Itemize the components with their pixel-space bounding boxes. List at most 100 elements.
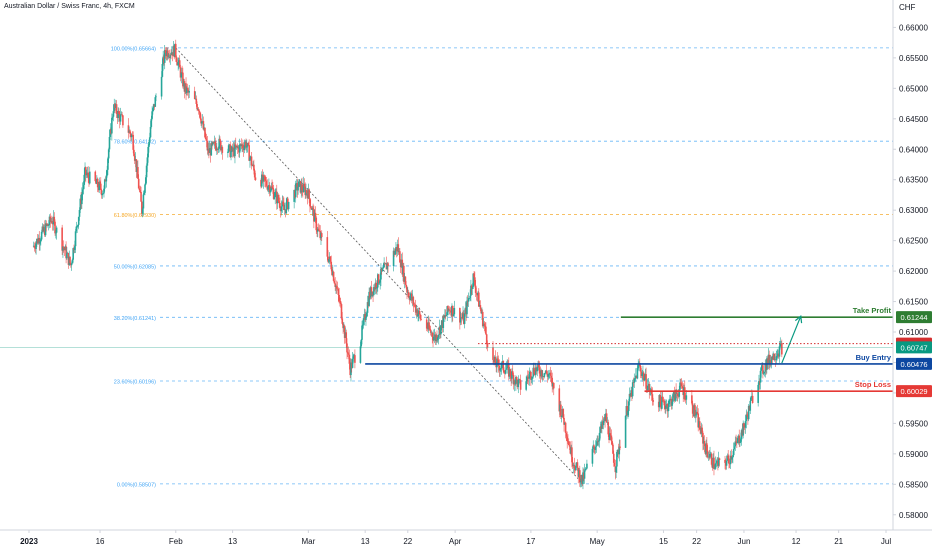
candle-body: [359, 346, 362, 363]
candle-body: [502, 360, 505, 371]
candle-body: [144, 177, 147, 185]
candle-body: [571, 462, 574, 467]
candle-body: [399, 251, 401, 263]
candle-body: [274, 192, 277, 198]
candle-body: [61, 227, 63, 251]
candle-body: [147, 146, 149, 158]
candle-body: [62, 246, 65, 249]
time-tick-label: 12: [792, 537, 801, 546]
candle-body: [533, 367, 535, 374]
candle-body: [309, 198, 311, 207]
candle-body: [167, 50, 169, 57]
candle-body: [335, 286, 338, 289]
candle-body: [671, 401, 673, 406]
candle-body: [53, 216, 56, 222]
candle-body: [645, 374, 647, 389]
candle-body: [139, 190, 142, 192]
candle-body: [459, 317, 462, 323]
candle-body: [431, 332, 434, 337]
candle-body: [70, 263, 73, 266]
candle-body: [51, 221, 53, 223]
candle-body: [485, 326, 487, 335]
candle-body: [83, 174, 86, 185]
candle-body: [161, 63, 164, 77]
candle-body: [751, 395, 754, 403]
candle-body: [633, 378, 636, 383]
candle-body: [138, 188, 141, 191]
time-tick-label: 13: [228, 537, 237, 546]
price-tick-label: 0.58000: [899, 511, 928, 520]
candle-body: [420, 319, 422, 320]
price-tick-label: 0.58500: [899, 480, 928, 489]
candle-body: [85, 167, 87, 176]
candle-body: [626, 406, 628, 416]
candle-body: [329, 256, 332, 262]
candle-body: [164, 50, 167, 53]
candle-body: [312, 207, 314, 210]
candle-body: [749, 400, 752, 411]
candle-body: [776, 356, 778, 357]
candle-body: [416, 309, 419, 317]
candle-body: [122, 115, 124, 126]
candle-body: [475, 292, 478, 294]
candle-body: [597, 441, 599, 442]
candle-body: [236, 145, 239, 148]
candle-body: [330, 261, 333, 270]
price-tick-label: 0.66000: [899, 23, 928, 32]
candle-body: [597, 440, 600, 442]
candle-body: [499, 368, 501, 371]
candle-body: [613, 462, 616, 467]
candle-body: [69, 256, 71, 264]
candle-body: [81, 189, 84, 194]
candle-body: [339, 300, 341, 302]
candle-body: [328, 259, 330, 262]
price-tick-label: 0.63500: [899, 176, 928, 185]
candle-body: [210, 142, 213, 156]
candle-body: [685, 395, 688, 400]
candle-body: [419, 314, 422, 320]
candle-body: [602, 421, 605, 426]
candle-body: [99, 181, 101, 184]
candle-body: [227, 145, 230, 152]
candle-body: [212, 142, 214, 145]
time-tick-label: Mar: [301, 537, 315, 546]
candle-body: [383, 263, 385, 268]
fib-level-label: 23.60%(0.60196): [114, 379, 156, 385]
candle-body: [584, 468, 587, 471]
candle-body: [403, 265, 405, 282]
candle-body: [127, 125, 130, 133]
candle-body: [715, 462, 718, 464]
candle-body: [206, 140, 209, 151]
buy-entry-label: Buy Entry: [856, 353, 892, 362]
candle-body: [509, 369, 512, 377]
candle-body: [709, 453, 711, 458]
candle-body: [479, 305, 482, 310]
time-tick-label: 17: [526, 537, 535, 546]
candle-body: [378, 282, 381, 284]
candle-body: [44, 223, 47, 236]
candle-body: [698, 421, 701, 430]
candle-body: [65, 246, 67, 259]
candle-body: [76, 226, 78, 227]
candle-body: [98, 181, 101, 191]
candle-body: [85, 174, 88, 176]
candle-body: [463, 313, 466, 324]
candle-body: [691, 403, 694, 414]
time-tick-label: Apr: [449, 537, 462, 546]
projection-arrow-shaft: [781, 315, 802, 364]
candle-body: [492, 347, 494, 360]
candle-body: [336, 288, 339, 290]
candle-body: [472, 273, 475, 287]
candle-body: [250, 156, 253, 166]
candle-body: [710, 453, 713, 465]
candle-body: [346, 343, 348, 353]
candle-body: [39, 241, 41, 244]
candle-body: [612, 444, 614, 454]
candle-body: [727, 455, 729, 459]
candle-body: [309, 206, 312, 208]
candle-body: [641, 373, 643, 376]
candle-body: [77, 216, 80, 225]
candle-body: [615, 466, 617, 473]
take-profit-price-label-box: [896, 311, 932, 324]
